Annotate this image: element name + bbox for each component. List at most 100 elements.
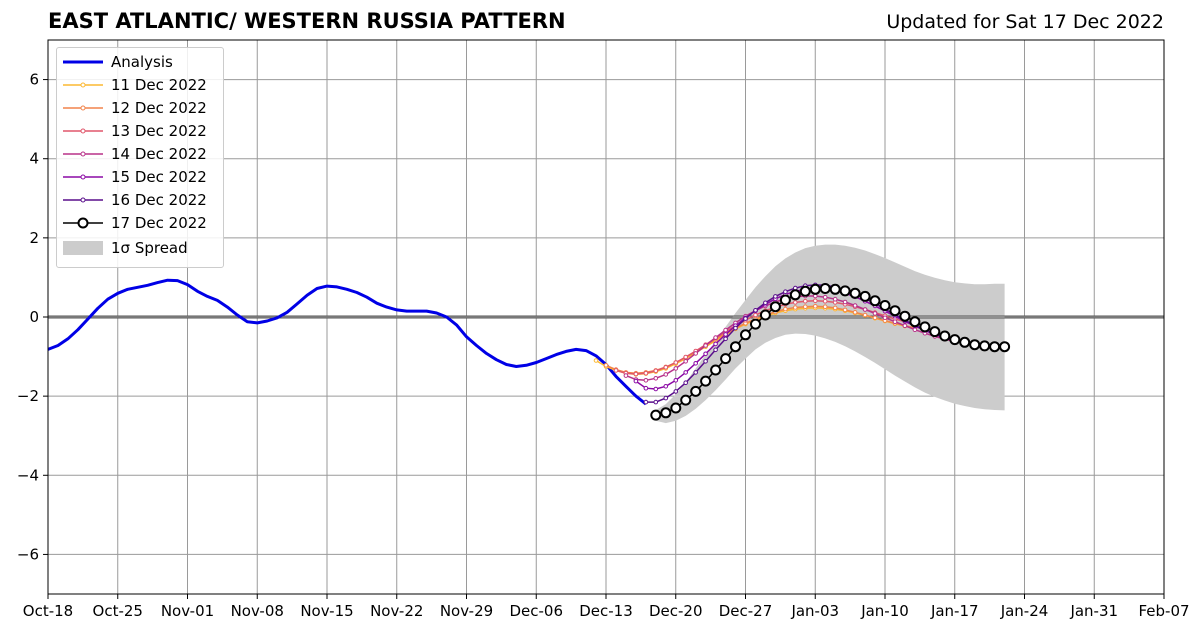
series-3-point xyxy=(703,343,708,348)
series-2-point xyxy=(673,360,679,365)
forecast-point xyxy=(979,340,991,352)
forecast-point xyxy=(680,394,692,406)
x-tick-label: Nov-08 xyxy=(231,602,284,620)
legend-label-series-4: 15 Dec 2022 xyxy=(111,168,207,186)
series-2-point xyxy=(633,371,639,377)
series-2-point xyxy=(803,298,808,304)
forecast-point xyxy=(919,321,931,333)
series-3-point xyxy=(822,294,828,300)
series-3-point xyxy=(653,376,659,381)
forecast-point xyxy=(670,402,682,414)
forecast-point xyxy=(859,290,871,302)
series-5-point xyxy=(703,359,708,364)
legend-item-series-3: 14 Dec 2022 xyxy=(57,144,223,164)
series-4-point xyxy=(653,386,659,392)
series-5-point xyxy=(713,347,718,353)
series-2-point xyxy=(643,370,649,376)
series-5-point xyxy=(773,294,778,299)
series-3-point xyxy=(643,378,649,383)
series-3-point xyxy=(673,366,679,371)
series-3-point xyxy=(872,311,878,316)
series-5-point xyxy=(753,308,758,313)
forecast-point xyxy=(909,316,921,328)
series-3-point xyxy=(663,372,669,377)
series-3-point xyxy=(892,319,898,325)
y-tick-label: 2 xyxy=(29,229,39,247)
series-3-point xyxy=(862,307,868,312)
series-1-point xyxy=(813,304,818,309)
forecast-point xyxy=(769,301,781,313)
series-5-point xyxy=(733,325,738,331)
series-0-point xyxy=(593,358,599,363)
series-1-point xyxy=(862,312,868,318)
series-5-point xyxy=(693,370,699,375)
forecast-point xyxy=(849,287,861,299)
forecast-point xyxy=(899,310,911,322)
x-tick-label: Jan-10 xyxy=(860,602,909,620)
forecast-point xyxy=(809,283,821,295)
series-5-point xyxy=(663,395,669,401)
series-3-point xyxy=(832,296,838,302)
series-3-point xyxy=(902,323,908,329)
series-2-point xyxy=(613,368,619,373)
series-1-point xyxy=(793,305,798,310)
forecast-point xyxy=(720,353,732,365)
x-tick-label: Oct-18 xyxy=(23,602,73,620)
forecast-point xyxy=(929,326,941,338)
series-3-point xyxy=(882,315,888,321)
series-1-point xyxy=(842,307,848,313)
series-2-point xyxy=(653,368,659,374)
series-4-point xyxy=(633,378,639,384)
forecast-point xyxy=(869,295,881,307)
series-3-point xyxy=(623,373,629,378)
forecast-point xyxy=(799,285,811,297)
forecast-point xyxy=(690,385,702,397)
legend-label-spread: 1σ Spread xyxy=(111,239,188,257)
forecast-point xyxy=(969,339,981,351)
series-5-point xyxy=(643,399,649,405)
forecast-point xyxy=(839,285,851,297)
series-3-point xyxy=(842,299,848,305)
forecast-point xyxy=(779,294,791,306)
forecast-point xyxy=(650,409,662,421)
series-2-point xyxy=(822,298,828,304)
x-tick-label: Jan-17 xyxy=(930,602,979,620)
legend-item-series-0: 11 Dec 2022 xyxy=(57,75,223,95)
series-4-point xyxy=(643,385,649,391)
forecast-point xyxy=(829,283,841,295)
y-tick-label: −4 xyxy=(17,466,39,484)
series-1-point xyxy=(852,310,858,315)
series-3-point xyxy=(693,351,699,356)
x-tick-label: Dec-27 xyxy=(719,602,773,620)
x-tick-label: Jan-24 xyxy=(1000,602,1049,620)
series-4-point xyxy=(703,351,708,357)
series-5-point xyxy=(723,336,728,342)
x-tick-label: Nov-01 xyxy=(161,602,214,620)
series-2-point xyxy=(663,365,669,370)
forecast-point xyxy=(660,407,672,419)
series-1-point xyxy=(822,304,828,310)
x-tick-label: Feb-07 xyxy=(1138,602,1189,620)
series-3-point xyxy=(852,303,858,308)
series-4-point xyxy=(723,332,728,337)
chart-title: EAST ATLANTIC/ WESTERN RUSSIA PATTERN xyxy=(48,9,566,33)
forecast-point xyxy=(999,341,1011,353)
legend-item-spread: 1σ Spread xyxy=(57,238,223,258)
forecast-point xyxy=(710,364,722,376)
series-1-point xyxy=(803,304,808,310)
x-tick-label: Nov-22 xyxy=(370,602,423,620)
spread-band xyxy=(655,244,1005,424)
forecast-point xyxy=(939,330,951,342)
series-2-point xyxy=(753,312,758,318)
legend-item-analysis: Analysis xyxy=(57,52,223,72)
legend-item-series-1: 12 Dec 2022 xyxy=(57,98,223,118)
series-3-point xyxy=(713,335,718,340)
series-5-point xyxy=(763,300,768,306)
forecast-point xyxy=(989,341,1001,353)
series-4-point xyxy=(673,378,679,383)
forecast-point xyxy=(959,336,971,348)
forecast-point xyxy=(789,289,801,301)
forecast-point xyxy=(819,283,831,294)
legend: Analysis 11 Dec 2022 12 Dec 2022 13 Dec … xyxy=(56,47,224,268)
